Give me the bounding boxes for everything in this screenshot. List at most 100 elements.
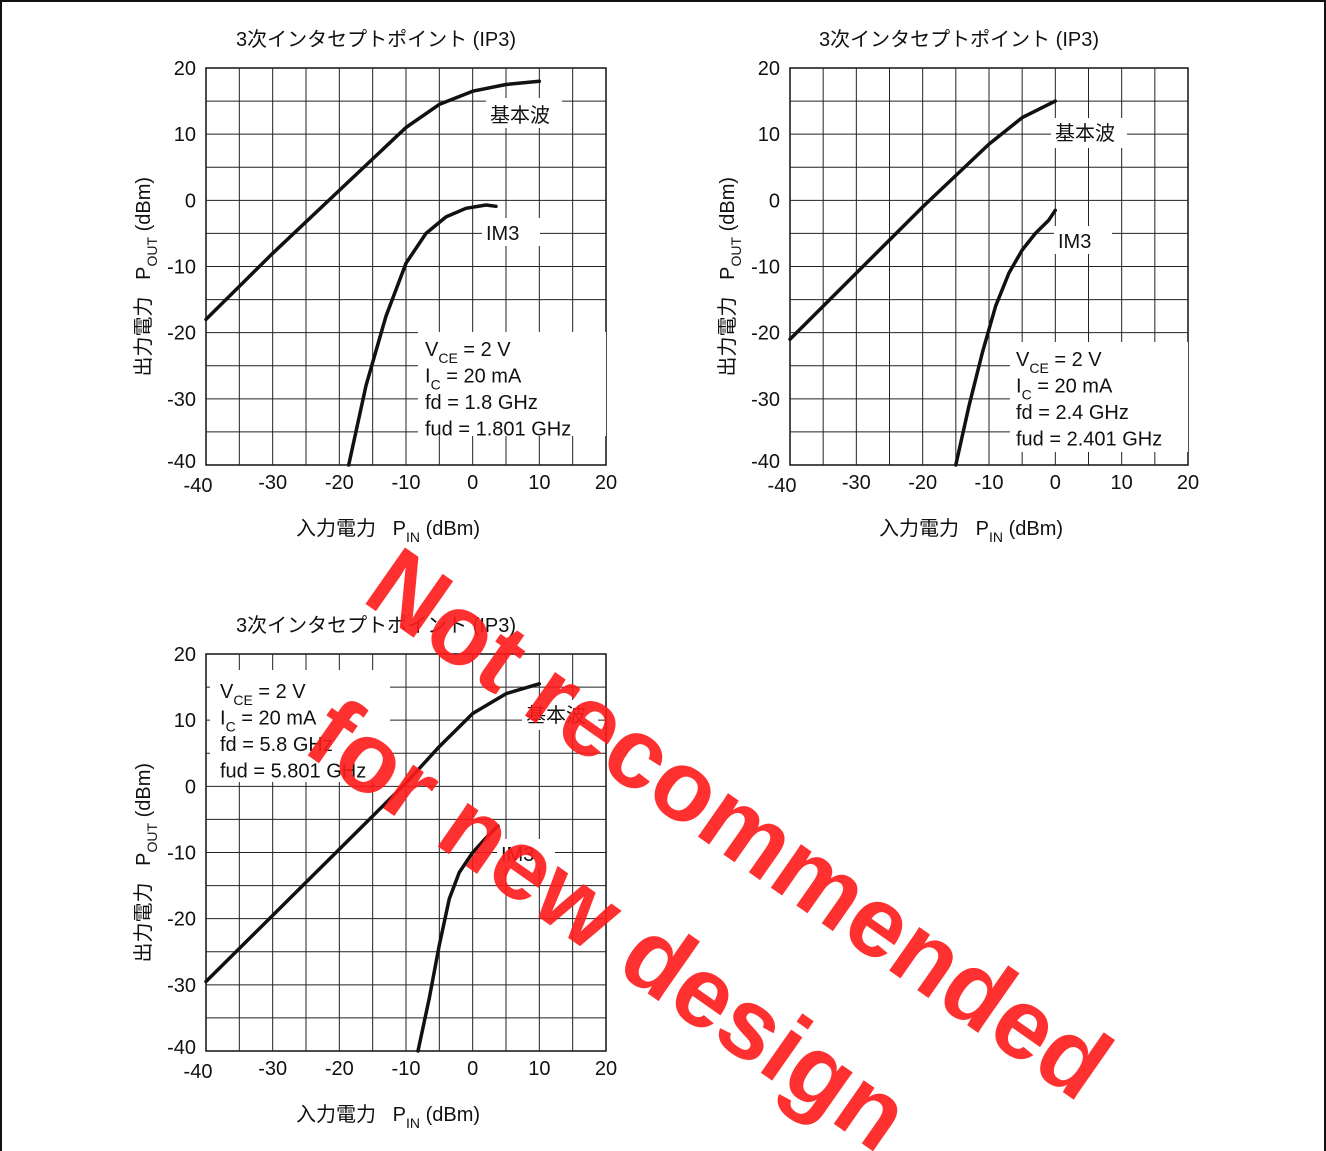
y-tick-label: -20 [751,323,780,345]
condition-line: fd = 2.4 GHz [1016,402,1129,424]
y-axis-label-main: 出力電力 [716,280,739,377]
y-tick-label: -30 [751,389,780,411]
x-tick-label: -40 [184,475,213,497]
condition-symbol: V [220,681,234,703]
conditions-box [418,332,606,436]
y-axis-label-main: 出力電力 [132,866,155,963]
series-line-fundamental [788,99,1058,342]
condition-value: = 2 V [253,681,306,703]
condition-line: IC = 20 mA [425,366,522,393]
condition-value: = 20 mA [236,708,317,730]
chart-title: 3次インタセプトポイント (IP3) [236,614,516,637]
x-axis-label-symbol: P [976,518,989,540]
condition-sub: CE [233,692,252,708]
y-tick-label: -40 [751,451,780,473]
x-tick-label: -40 [184,1061,213,1083]
series-label: IM3 [486,223,519,245]
y-tick-label: -10 [167,843,196,865]
x-tick-label: -10 [392,472,421,494]
y-tick-label: 10 [174,124,196,146]
condition-value: = 2 V [1049,349,1102,371]
series-line-im3 [954,208,1058,467]
x-tick-label: 0 [467,472,478,494]
y-tick-label: 0 [185,190,196,212]
y-tick-label: -40 [167,451,196,473]
x-axis-label-sub: IN [989,529,1003,545]
condition-value: = 2 V [458,339,511,361]
x-tick-label: 10 [528,1058,550,1080]
condition-symbol: V [425,339,439,361]
conditions-box [210,670,390,782]
y-axis-label-main: 出力電力 [132,280,155,377]
conditions-box [1010,342,1188,452]
condition-line: VCE = 2 V [220,681,306,708]
series-line-im3 [416,824,500,1053]
x-axis-label-sub: IN [406,529,420,545]
y-tick-label: -10 [751,257,780,279]
condition-symbol: fd = 2.4 GHz [1016,402,1129,424]
y-tick-label: -30 [167,389,196,411]
x-axis-label-symbol: P [393,518,406,540]
y-tick-label: -20 [167,323,196,345]
y-tick-label: -30 [167,975,196,997]
condition-line: IC = 20 mA [1016,376,1113,403]
series-label-bg [522,700,598,730]
x-tick-label: -10 [975,472,1004,494]
condition-line: IC = 20 mA [220,708,317,735]
y-axis-label-unit: (dBm) [717,177,739,237]
y-axis-label-symbol: P [717,266,739,279]
condition-sub: CE [438,350,457,366]
condition-symbol: fd = 1.8 GHz [425,392,538,414]
y-axis-label-symbol: P [133,266,155,279]
x-tick-labels: -40 -30 -20 -10 0 10 20 [768,472,1200,497]
x-tick-label: 20 [1177,472,1199,494]
condition-line: VCE = 2 V [425,339,511,366]
series-line-fundamental [204,682,542,984]
x-tick-label: 0 [467,1058,478,1080]
y-tick-labels: 20 10 0 -10 -20 -30 -40 [167,58,196,473]
y-tick-labels: 20 10 0 -10 -20 -30 -40 [751,58,780,473]
x-tick-label: -30 [842,472,871,494]
condition-value: = 20 mA [1032,376,1113,398]
x-axis-label-symbol: P [393,1104,406,1126]
condition-symbol: fd = 5.8 GHz [220,734,333,756]
x-axis-label-main: 入力電力 [296,1103,393,1126]
series-label-bg [482,218,540,246]
x-axis-label-unit: (dBm) [420,518,480,540]
x-tick-label: 0 [1050,472,1061,494]
x-tick-label: 10 [1111,472,1133,494]
series-label: IM3 [1058,231,1091,253]
y-axis-label: 出力電力 POUT (dBm) [132,763,160,963]
charts-layer: 3次インタセプトポイント (IP3) -40 -30 -20 -10 0 10 20 20 10 0… [132,28,1199,1131]
condition-line: VCE = 2 V [1016,349,1102,376]
x-tick-label: -30 [258,1058,287,1080]
condition-line: fud = 2.401 GHz [1016,429,1162,451]
y-tick-labels: 20 10 0 -10 -20 -30 -40 [167,644,196,1059]
series-label-bg [497,839,555,867]
x-tick-labels: -40 -30 -20 -10 0 10 20 [184,1058,618,1083]
condition-sub: C [226,719,236,735]
y-axis-label-symbol: P [133,852,155,865]
x-axis-label-unit: (dBm) [420,1104,480,1126]
condition-symbol: fud = 5.801 GHz [220,761,366,783]
series-line-fundamental [204,79,542,322]
y-axis-label: 出力電力 POUT (dBm) [716,177,744,377]
y-axis-label: 出力電力 POUT (dBm) [132,177,160,377]
series-label: IM3 [501,844,534,866]
series-label: 基本波 [526,704,586,727]
chart-title: 3次インタセプトポイント (IP3) [819,28,1099,51]
y-axis-label-sub: OUT [144,822,160,852]
x-axis-label-main: 入力電力 [879,517,976,540]
y-tick-label: 10 [174,710,196,732]
x-axis-label: 入力電力 PIN (dBm) [296,1103,480,1131]
y-tick-label: 0 [769,190,780,212]
x-axis-label-unit: (dBm) [1003,518,1063,540]
x-tick-label: 20 [595,472,617,494]
series-label-bg [1054,226,1112,254]
chart-3: 3次インタセプトポイント (IP3) -40 -30 -20 -10 0 10 20 20 10 0… [132,614,617,1131]
y-tick-label: 20 [174,58,196,80]
y-tick-label: 10 [758,124,780,146]
series-label-bg [486,98,562,128]
x-tick-label: 20 [595,1058,617,1080]
